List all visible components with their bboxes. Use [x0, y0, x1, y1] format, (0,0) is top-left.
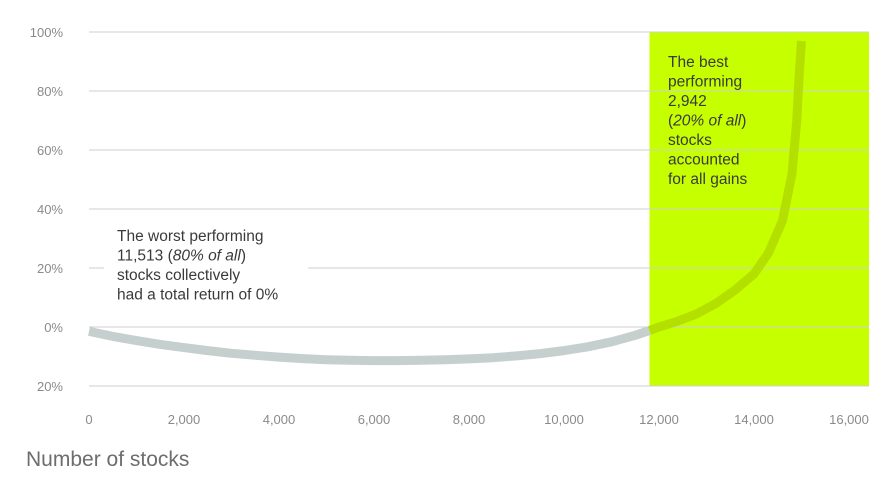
y-tick-label: 0% — [44, 320, 63, 335]
annotation-text: The worst performing 11,513 (80% of all) s… — [117, 228, 278, 304]
series-line-highlighted — [647, 40, 806, 335]
y-tick-label: 40% — [37, 202, 63, 217]
x-tick-label: 10,000 — [544, 412, 584, 427]
y-tick-label: 20% — [37, 261, 63, 276]
series-line — [88, 326, 651, 366]
x-tick-label: 12,000 — [639, 412, 679, 427]
y-tick-label: 60% — [37, 143, 63, 158]
annotation-text: The best performing 2,942 (20% of all) stock… — [668, 54, 748, 188]
x-tick-label: 0 — [85, 412, 92, 427]
x-tick-label: 4,000 — [263, 412, 296, 427]
x-axis-title: Number of stocks — [26, 448, 190, 471]
annotation-background — [104, 224, 308, 310]
x-tick-label: 2,000 — [168, 412, 201, 427]
x-tick-label: 16,000 — [829, 412, 869, 427]
y-tick-label: 20% — [37, 379, 63, 394]
y-tick-label: 80% — [37, 84, 63, 99]
x-tick-label: 6,000 — [358, 412, 391, 427]
y-tick-label: 100% — [30, 25, 64, 40]
x-tick-label: 14,000 — [734, 412, 774, 427]
x-tick-label: 8,000 — [453, 412, 486, 427]
